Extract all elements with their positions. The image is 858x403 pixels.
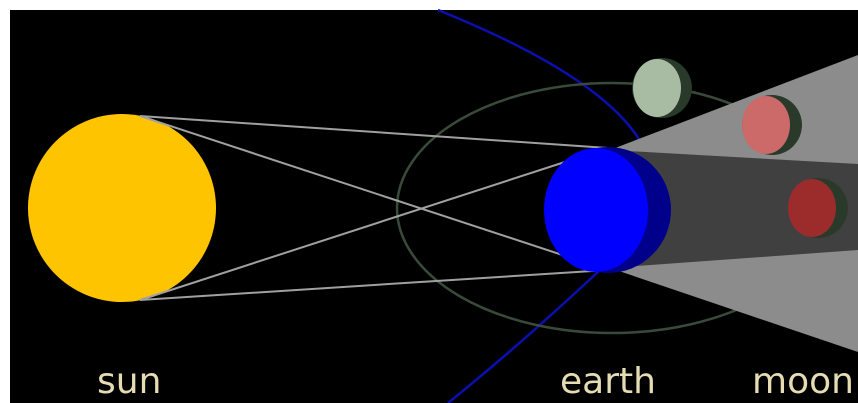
earth-globe	[544, 147, 671, 273]
outer-ray-bottom	[139, 269, 609, 301]
inner-ray-top-to-bottom	[139, 115, 609, 271]
outer-ray-top	[139, 115, 609, 149]
inner-ray-bottom-to-top	[139, 147, 609, 301]
moon-full-phase	[632, 58, 692, 118]
moon-penumbral-phase	[742, 95, 802, 155]
sun-disc	[28, 114, 216, 302]
earth-label: earth	[560, 361, 656, 402]
earth-day-side	[544, 148, 648, 272]
moon-label: moon	[752, 361, 854, 402]
umbra-cone	[610, 150, 858, 268]
moon-umbral-phase	[788, 178, 848, 238]
sun-label: sun	[97, 361, 162, 402]
tangent-rays	[139, 115, 609, 301]
